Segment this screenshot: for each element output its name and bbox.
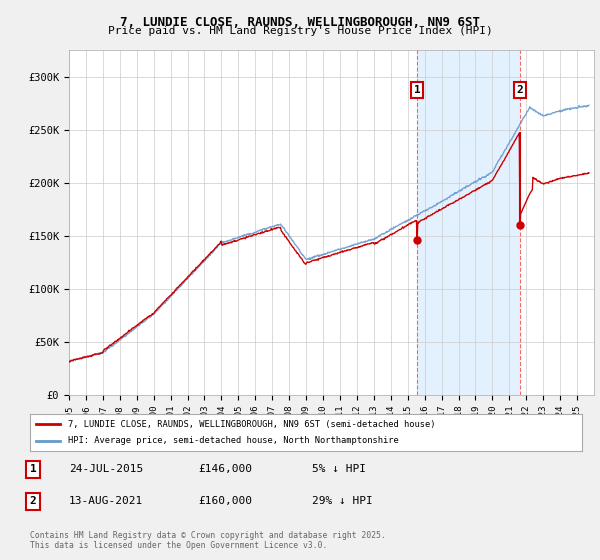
Text: 7, LUNDIE CLOSE, RAUNDS, WELLINGBOROUGH, NN9 6ST (semi-detached house): 7, LUNDIE CLOSE, RAUNDS, WELLINGBOROUGH,… <box>68 420 435 429</box>
Text: 2: 2 <box>29 496 37 506</box>
Text: Contains HM Land Registry data © Crown copyright and database right 2025.
This d: Contains HM Land Registry data © Crown c… <box>30 531 386 550</box>
Text: 1: 1 <box>29 464 37 474</box>
Text: £146,000: £146,000 <box>198 464 252 474</box>
Text: 13-AUG-2021: 13-AUG-2021 <box>69 496 143 506</box>
Text: 1: 1 <box>414 85 421 95</box>
Text: £160,000: £160,000 <box>198 496 252 506</box>
Text: 7, LUNDIE CLOSE, RAUNDS, WELLINGBOROUGH, NN9 6ST: 7, LUNDIE CLOSE, RAUNDS, WELLINGBOROUGH,… <box>120 16 480 29</box>
Text: 2: 2 <box>517 85 523 95</box>
Text: HPI: Average price, semi-detached house, North Northamptonshire: HPI: Average price, semi-detached house,… <box>68 436 398 445</box>
Text: 24-JUL-2015: 24-JUL-2015 <box>69 464 143 474</box>
Bar <box>417 50 520 395</box>
Text: Price paid vs. HM Land Registry's House Price Index (HPI): Price paid vs. HM Land Registry's House … <box>107 26 493 36</box>
Text: 5% ↓ HPI: 5% ↓ HPI <box>312 464 366 474</box>
Text: 29% ↓ HPI: 29% ↓ HPI <box>312 496 373 506</box>
